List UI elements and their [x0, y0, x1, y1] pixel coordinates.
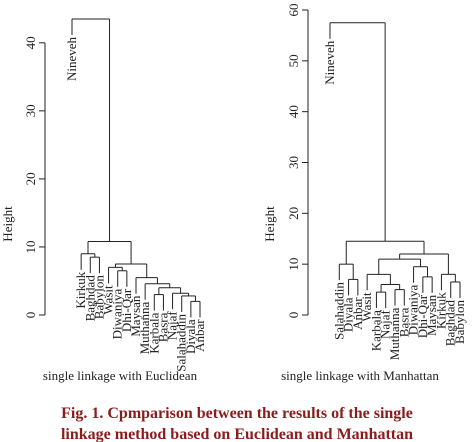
leaf-label: Babylon [452, 299, 467, 344]
leaf-label: Nineveh [64, 37, 79, 82]
leaf-label: Basra [155, 312, 170, 342]
leaf-label: Muthanna [387, 307, 402, 360]
y-tick-label: 20 [286, 207, 301, 220]
leaf-label: Anbar [350, 297, 365, 330]
y-tick-label: 20 [23, 172, 38, 185]
leaf-label: Diwaniya [110, 289, 125, 340]
caption-line: Fig. 1. Cpmparison between the results o… [61, 405, 413, 422]
y-tick-label: 0 [23, 312, 38, 319]
leaf-label: Maysan [128, 295, 143, 337]
leaf-label: Diwaniya [406, 284, 421, 335]
leaf-label: Baghdad [82, 275, 97, 322]
y-tick-label: 40 [286, 105, 301, 118]
leaf-label: Maysan [424, 294, 439, 336]
leaf-label: Najaf [165, 311, 180, 341]
leaf-label: Diyala [183, 319, 198, 354]
y-tick-label: 0 [286, 312, 301, 319]
leaf-label: Nineveh [322, 40, 337, 85]
leaf-label: Dhi-Qar [415, 294, 430, 338]
y-tick-label: 40 [23, 36, 38, 49]
y-tick-label: 10 [23, 240, 38, 253]
y-tick-label: 60 [286, 4, 301, 17]
y-tick-label: 30 [286, 156, 301, 169]
leaf-label: Wasit [101, 285, 116, 315]
y-axis-label: Height [262, 206, 277, 242]
x-axis-label: single linkage with Euclidean [43, 368, 198, 383]
leaf-label: Karbala [368, 310, 383, 351]
x-axis-label: single linkage with Manhattan [281, 368, 439, 383]
leaf-label: Basra [396, 307, 411, 337]
leaf-label: Dhi-Qar [119, 288, 134, 332]
caption-line: linkage method based on Euclidean and Ma… [61, 426, 413, 442]
leaf-label: Salahaddin [331, 282, 346, 340]
leaf-label: Anbar [192, 319, 207, 352]
y-tick-label: 50 [286, 54, 301, 67]
leaf-label: Wasit [359, 292, 374, 322]
leaf-label: Kirkuk [433, 292, 448, 329]
leaf-label: Kirkuk [73, 271, 88, 308]
y-axis-label: Height [0, 206, 15, 242]
y-tick-label: 30 [23, 104, 38, 117]
leaf-label: Muthanna [137, 301, 152, 354]
leaf-label: Diyala [341, 297, 356, 332]
y-tick-label: 10 [286, 258, 301, 271]
leaf-label: Karbala [146, 312, 161, 353]
leaf-label: Najaf [378, 309, 393, 339]
leaf-label: Babylon [91, 275, 106, 320]
leaf-label: Salahaddin [174, 313, 189, 371]
leaf-label: Baghdad [443, 299, 458, 346]
